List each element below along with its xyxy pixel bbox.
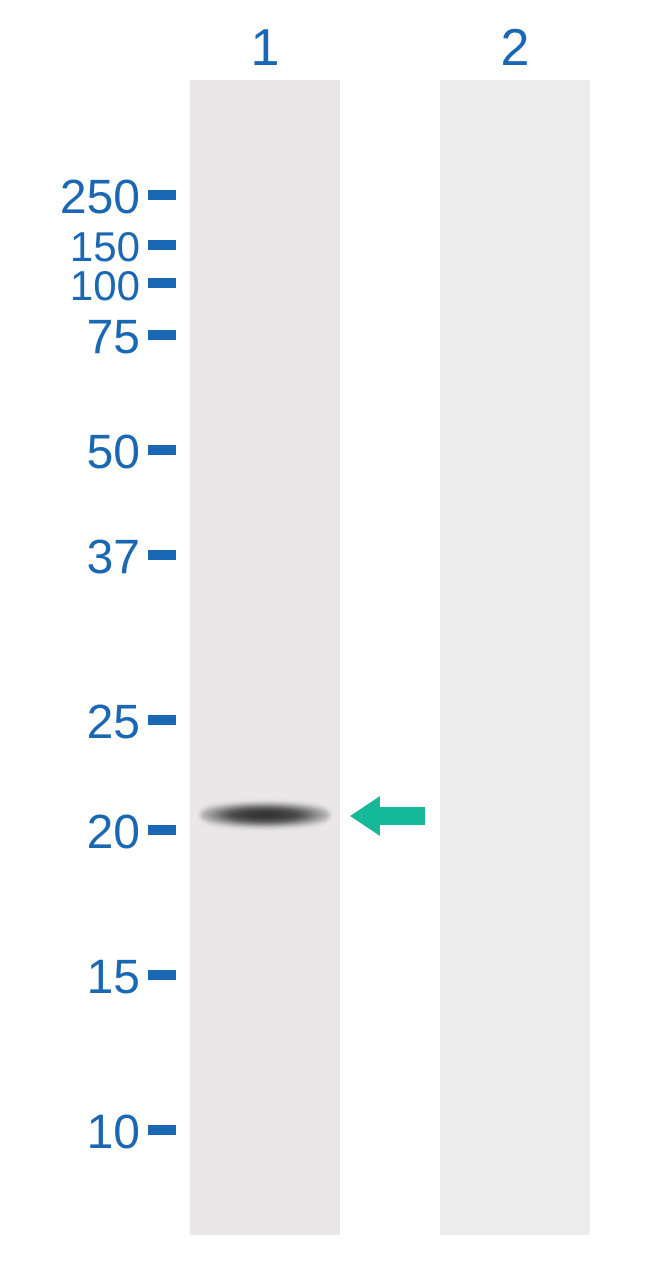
marker-20-label: 20 xyxy=(0,805,140,860)
marker-10-tick xyxy=(148,1125,176,1135)
marker-75-tick xyxy=(148,330,176,340)
marker-50-tick xyxy=(148,445,176,455)
lane-2 xyxy=(440,80,590,1235)
marker-100-tick xyxy=(148,278,176,288)
lane-1 xyxy=(190,80,340,1235)
marker-250-label: 250 xyxy=(0,170,140,225)
lane-2-label: 2 xyxy=(495,18,535,78)
marker-75-label: 75 xyxy=(0,310,140,365)
marker-50-label: 50 xyxy=(0,425,140,480)
marker-150-tick xyxy=(148,240,176,250)
marker-37-tick xyxy=(148,550,176,560)
band-arrow-icon xyxy=(350,792,425,840)
lane-1-label: 1 xyxy=(245,18,285,78)
marker-100-label: 100 xyxy=(0,262,140,310)
marker-37-label: 37 xyxy=(0,530,140,585)
marker-20-tick xyxy=(148,825,176,835)
marker-15-label: 15 xyxy=(0,950,140,1005)
marker-25-tick xyxy=(148,715,176,725)
marker-25-label: 25 xyxy=(0,695,140,750)
marker-250-tick xyxy=(148,190,176,200)
lane-1-band xyxy=(200,801,330,829)
blot-figure: 1 2 250 150 100 75 50 37 25 20 15 10 xyxy=(0,0,650,1270)
marker-15-tick xyxy=(148,970,176,980)
marker-10-label: 10 xyxy=(0,1105,140,1160)
